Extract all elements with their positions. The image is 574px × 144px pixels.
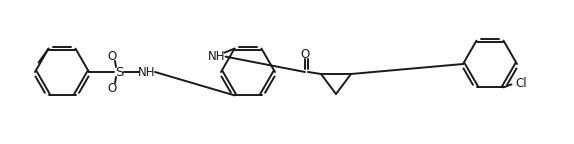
Text: O: O xyxy=(107,50,117,62)
Text: S: S xyxy=(115,66,123,78)
Text: NH: NH xyxy=(138,66,156,78)
Text: O: O xyxy=(300,48,309,60)
Text: O: O xyxy=(107,82,117,94)
Text: Cl: Cl xyxy=(515,77,527,90)
Text: NH: NH xyxy=(208,50,225,63)
